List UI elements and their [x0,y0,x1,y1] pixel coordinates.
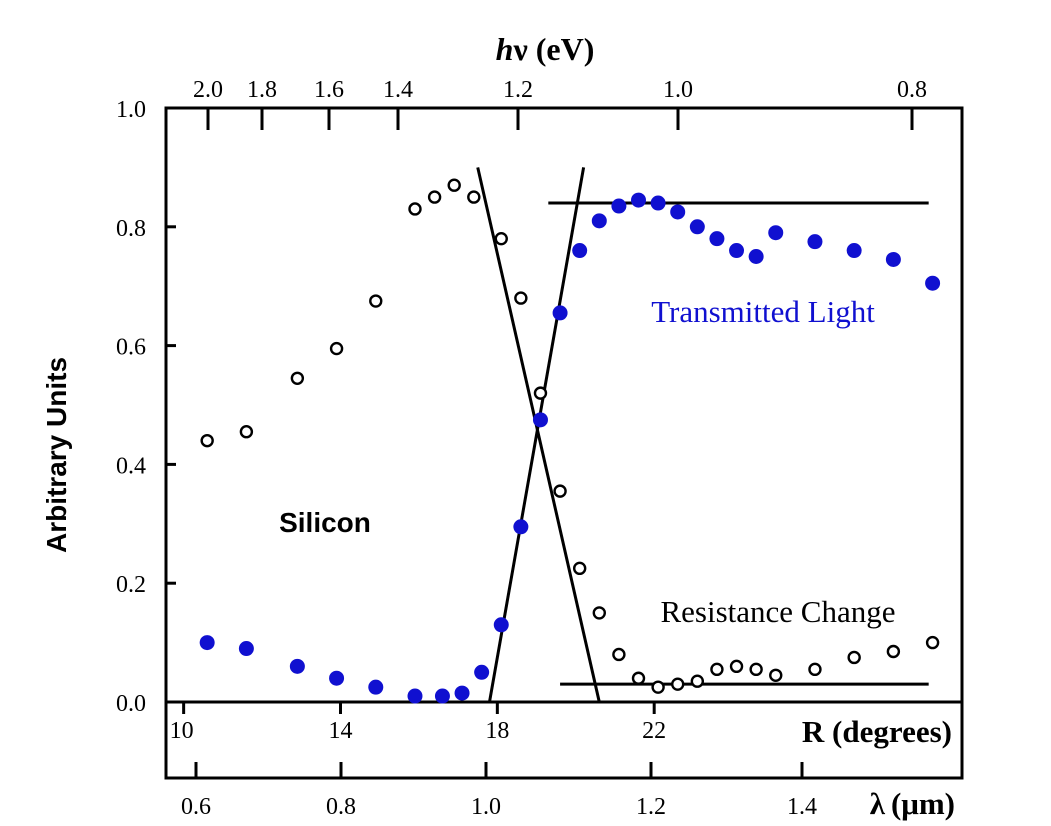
top-axis-title: hν (eV) [496,31,595,67]
y-ticks: 0.0 0.2 0.4 0.6 0.8 1.0 [116,97,176,717]
top-ticks: 2.0 1.8 1.6 1.4 1.2 1.0 0.8 [193,77,927,130]
resistance-change-point [847,650,861,665]
transmitted-light-point [532,412,548,428]
resistance-change-point [572,561,587,576]
transmitted-light-point [199,635,215,651]
resistance-change-point [651,680,665,694]
resistance-change-point [710,662,724,677]
resistance-change-point [925,635,940,650]
transmitted-light-point [650,195,666,211]
transmitted-light-point [407,688,423,704]
resistance-change-point [427,190,442,204]
transmitted-light-point [885,251,901,267]
transmitted-light-point [329,670,345,686]
resistance-change-point [408,202,422,216]
transmitted-light-point [474,664,490,680]
resistance-change-point [369,294,383,308]
transmitted-light-point [238,641,254,657]
transmitted-light-point [768,225,784,241]
transmitted-light-point [434,688,450,704]
transmitted-light-point [572,243,588,259]
transmitted-light-point [670,204,686,220]
resistance-change-point [290,371,305,385]
y-tick-label: 0.0 [116,691,146,717]
resistance-change-point [612,647,626,662]
top-tick-label: 1.2 [503,77,533,103]
resistance-change-point [514,291,528,305]
transmitted-light-point [513,519,529,535]
guide-line-2 [476,167,601,703]
lambda-axis-title: λ (μm) [870,786,955,821]
transmitted-light-point [552,305,568,321]
y-tick-label: 0.2 [116,572,146,598]
data-series [199,178,941,704]
top-tick-label: 1.0 [663,77,693,103]
annotation-resistance-change: Resistance Change [660,594,895,629]
transmitted-light-point [454,685,470,701]
r-tick-label: 10 [170,718,194,744]
resistance-change-point [749,662,763,677]
fit-lines [476,167,929,703]
resistance-change-point [886,644,901,659]
transmitted-light-point [748,249,764,264]
resistance-change-point [494,231,508,246]
resistance-change-point [239,425,254,439]
resistance-change-point [690,674,705,688]
transmitted-light-point [709,231,725,247]
resistance-change-point [447,178,461,192]
top-axis-title-rest: ν (eV) [512,31,594,67]
y-tick-label: 0.4 [116,453,146,479]
y-tick-label: 0.6 [116,335,146,361]
resistance-change-point [769,668,783,682]
top-tick-label: 2.0 [193,77,223,103]
resistance-change-point [200,433,214,448]
transmitted-light-point [846,243,862,259]
r-tick-label: 22 [642,718,666,744]
transmitted-light-point [289,658,305,674]
transmitted-light-point [631,192,647,208]
top-tick-label: 1.8 [247,77,277,103]
y-tick-label: 1.0 [116,97,146,123]
r-tick-label: 14 [328,718,352,744]
resistance-change-point [467,190,481,204]
lambda-title-gap: (μm) [891,786,955,821]
y-tick-label: 0.8 [116,216,146,242]
guide-line-1 [488,167,586,703]
transmitted-light-point [493,617,509,633]
top-axis-title-italic: h [496,31,514,67]
transmitted-light-point [807,234,823,250]
r-ticks: 10 14 18 22 [170,702,666,744]
resistance-change-point [671,677,685,691]
resistance-change-point [808,662,822,677]
resistance-change-point [533,386,548,400]
transmitted-light-point [368,679,384,695]
lambda-tick-label: 1.4 [787,794,817,820]
y-axis-title: Arbitrary Units [41,357,72,553]
lambda-ticks: 0.6 0.8 1.0 1.2 1.4 [181,762,817,820]
annotation-silicon: Silicon [279,507,371,538]
r-axis-band [164,700,964,780]
lambda-tick-label: 1.2 [636,794,666,820]
annotation-transmitted-light: Transmitted Light [651,294,875,329]
top-tick-label: 0.8 [897,77,927,103]
lambda-tick-label: 0.6 [181,794,211,820]
top-tick-label: 1.4 [383,77,413,103]
resistance-change-point [592,606,606,620]
transmitted-light-point [689,219,705,235]
r-axis-title: R (degrees) [802,714,952,749]
r-tick-label: 18 [485,718,509,744]
top-tick-label: 1.6 [314,77,344,103]
resistance-change-point [729,659,744,674]
lambda-tick-label: 1.0 [471,794,501,820]
transmitted-light-point [729,243,745,259]
transmitted-light-point [591,213,607,229]
lambda-symbol: λ [870,786,886,821]
transmitted-light-point [611,198,627,214]
transmitted-light-point [925,275,941,291]
resistance-change-point [553,484,567,498]
resistance-change-point [631,671,646,685]
resistance-change-point [329,341,344,356]
lambda-tick-label: 0.8 [326,794,356,820]
